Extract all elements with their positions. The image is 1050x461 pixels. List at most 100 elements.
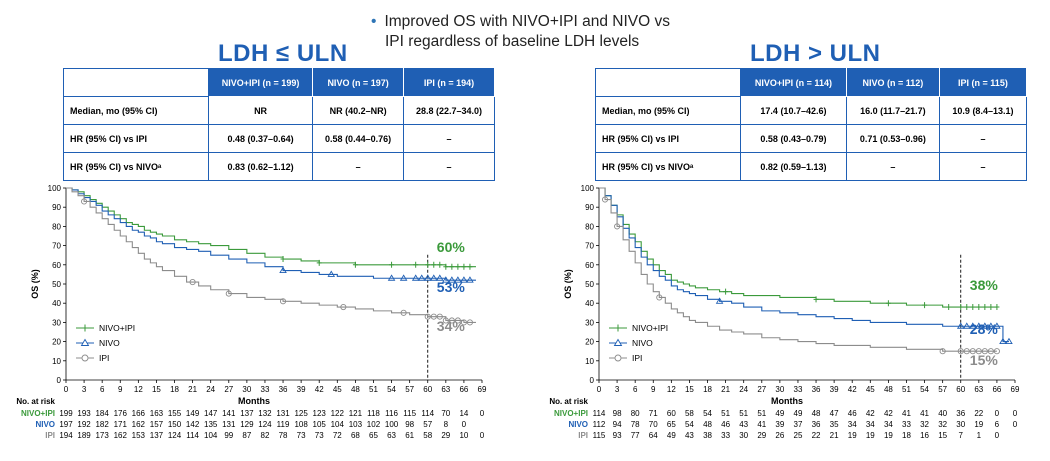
x-tick-label: 12 [667, 385, 676, 394]
x-tick-label: 51 [369, 385, 378, 394]
censor-mark [460, 276, 468, 283]
at-risk-value: 19 [848, 431, 857, 440]
cell-value: NR (40.2–NR) [312, 96, 405, 125]
at-risk-value: 135 [204, 420, 218, 429]
at-risk-value: 51 [757, 409, 766, 418]
row-label: HR (95% CI) vs NIVOᵃ [595, 152, 741, 181]
censor-mark [981, 348, 988, 355]
censor-mark [431, 261, 437, 268]
km-curve-nivo_ipi [599, 187, 997, 308]
at-risk-value: 7 [959, 431, 964, 440]
censor-mark [189, 279, 196, 286]
censor-mark [467, 263, 473, 270]
at-risk-value: 184 [95, 409, 109, 418]
censor-mark [387, 274, 396, 281]
censor-mark [425, 261, 431, 268]
at-risk-value: 114 [186, 431, 199, 440]
at-risk-value: 122 [331, 409, 345, 418]
censor-mark [466, 319, 473, 326]
at-risk-value: 112 [593, 420, 606, 429]
y-axis-label: OS (%) [30, 269, 40, 299]
x-tick-label: 0 [64, 385, 69, 394]
x-tick-label: 3 [82, 385, 87, 394]
at-risk-value: 19 [974, 420, 983, 429]
at-risk-value: 100 [385, 420, 399, 429]
censor-mark [442, 276, 450, 283]
at-risk-value: 194 [59, 431, 73, 440]
at-risk-value: 153 [132, 431, 146, 440]
at-risk-value: 104 [204, 431, 218, 440]
at-risk-value: 29 [757, 431, 766, 440]
at-risk-value: 38 [703, 431, 712, 440]
at-risk-row-label: NIVO+IPI [554, 409, 588, 418]
censor-mark [280, 256, 286, 263]
at-risk-value: 129 [240, 420, 254, 429]
end-label-ipi: 34% [437, 318, 466, 334]
censor-mark [448, 317, 455, 324]
at-risk-value: 173 [95, 431, 109, 440]
y-tick-label: 90 [585, 203, 594, 212]
x-tick-label: 51 [902, 385, 911, 394]
at-risk-value: 29 [441, 431, 450, 440]
table-row-hr-vs-ipi: HR (95% CI) vs IPI 0.48 (0.37–0.64) 0.58… [63, 124, 495, 153]
legend-label-nivo: NIVO [99, 338, 120, 348]
censor-mark [946, 304, 952, 311]
at-risk-value: 42 [866, 409, 875, 418]
censor-mark [413, 261, 419, 268]
y-tick-label: 80 [585, 222, 594, 231]
table-row-hr-vs-ipi: HR (95% CI) vs IPI 0.58 (0.43–0.79) 0.71… [595, 124, 1028, 153]
at-risk-value: 58 [423, 431, 432, 440]
censor-mark [969, 322, 977, 329]
y-tick-label: 70 [585, 242, 594, 251]
at-risk-value: 15 [938, 431, 947, 440]
y-tick-label: 50 [52, 280, 61, 289]
y-tick-label: 20 [585, 338, 594, 347]
at-risk-value: 42 [884, 409, 893, 418]
y-tick-label: 0 [57, 376, 62, 385]
censor-mark [437, 261, 443, 268]
censor-mark [454, 276, 462, 283]
at-risk-value: 119 [277, 420, 290, 429]
at-risk-value: 70 [441, 409, 450, 418]
at-risk-value: 125 [294, 409, 308, 418]
censor-mark [340, 303, 347, 311]
cell-value: – [845, 152, 940, 181]
x-tick-label: 0 [597, 385, 602, 394]
censor-mark [957, 348, 964, 355]
censor-mark [461, 263, 467, 270]
at-risk-value: 123 [313, 409, 327, 418]
at-risk-value: 118 [367, 409, 380, 418]
at-risk-value: 54 [685, 420, 694, 429]
at-risk-value: 49 [794, 409, 803, 418]
at-risk-value: 34 [884, 420, 893, 429]
censor-mark [449, 263, 455, 270]
censor-mark [969, 348, 976, 355]
at-risk-value: 80 [631, 409, 640, 418]
table-row-hr-vs-nivo: HR (95% CI) vs NIVOᵃ 0.82 (0.59–1.13) – … [595, 152, 1028, 181]
at-risk-value: 124 [258, 420, 272, 429]
censor-mark [723, 288, 729, 295]
legend-label-nivo: NIVO [632, 338, 653, 348]
at-risk-value: 166 [132, 409, 146, 418]
header-ipi: IPI (n = 194) [403, 68, 495, 97]
censor-mark [922, 302, 928, 309]
censor-mark [436, 313, 443, 320]
at-risk-value: 171 [114, 420, 128, 429]
at-risk-value: 116 [385, 409, 398, 418]
at-risk-value: 73 [315, 431, 324, 440]
at-risk-value: 41 [902, 409, 911, 418]
at-risk-value: 189 [77, 431, 91, 440]
numbers-at-risk: No. at risk NIVO+IPI 199 193 184 176 166 163 155… [16, 397, 484, 440]
at-risk-value: 94 [613, 420, 622, 429]
table-row-median: Median, mo (95% CI) 17.4 (10.7–42.6) 16.… [595, 96, 1028, 125]
key-message: • Improved OS with NIVO+IPI and NIVO vs I… [371, 12, 670, 52]
x-tick-label: 27 [757, 385, 766, 394]
at-risk-value: 0 [995, 409, 1000, 418]
at-risk-value: 192 [77, 420, 91, 429]
cell-value: 0.58 (0.43–0.79) [740, 124, 847, 153]
at-risk-value: 33 [902, 420, 911, 429]
legend-marker [614, 354, 622, 362]
at-risk-value: 40 [938, 409, 947, 418]
x-axis-label: Months [771, 396, 803, 406]
